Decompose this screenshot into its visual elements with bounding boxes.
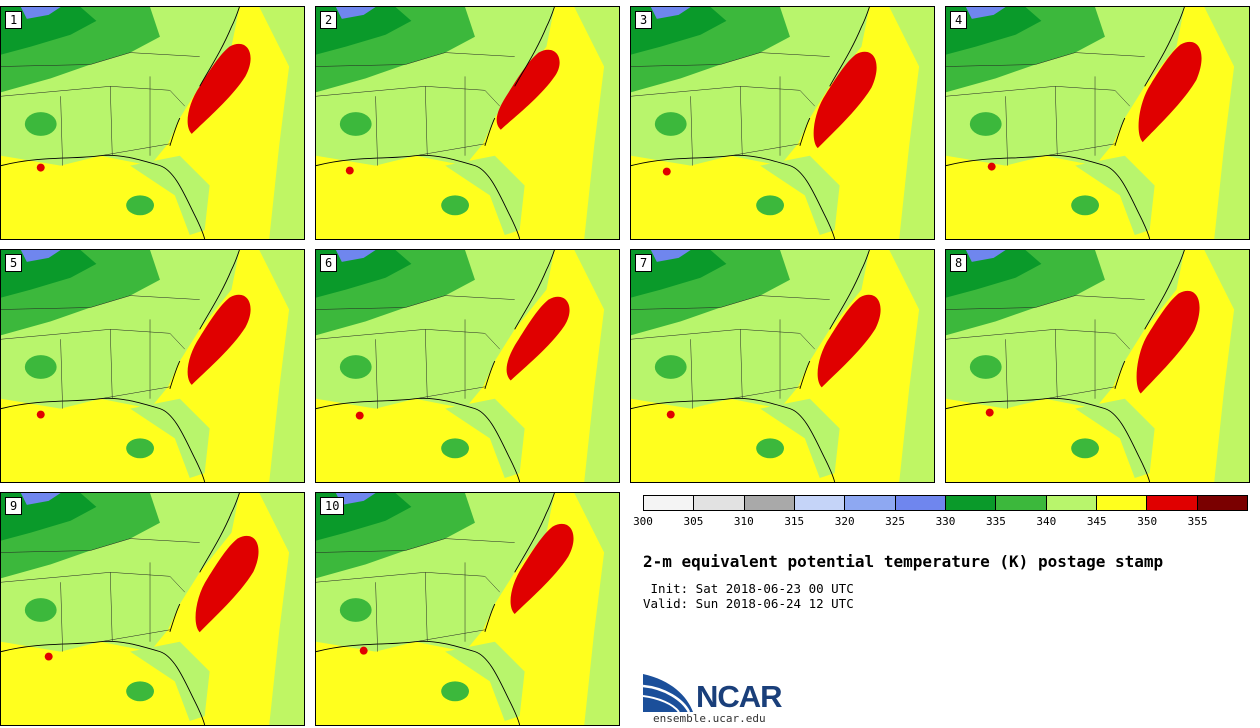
member-number: 8 [950, 254, 968, 272]
member-number: 9 [5, 497, 23, 515]
colorbar-bin-9 [1096, 496, 1148, 510]
colorbar-tick-label: 315 [784, 515, 805, 528]
member-panel-1: 1 [0, 6, 305, 240]
member-panel-9: 9 [0, 492, 305, 726]
colorbar-bin-6 [945, 496, 997, 510]
colorbar-tick-label: 300 [633, 515, 653, 528]
map-9 [1, 493, 304, 725]
colorbar-bin-4 [845, 496, 896, 510]
member-number: 4 [950, 11, 968, 29]
member-panel-4: 4 [945, 6, 1250, 240]
member-number: 7 [635, 254, 653, 272]
member-number: 1 [5, 11, 23, 29]
map-6 [316, 250, 619, 482]
map-1 [1, 7, 304, 239]
colorbar-tick-label: 350 [1137, 515, 1158, 528]
ncar-logo-text: NCAR [696, 679, 783, 714]
colorbar-tick-label: 355 [1187, 515, 1208, 528]
map-2 [316, 7, 619, 239]
map-5 [1, 250, 304, 482]
map-4 [946, 7, 1249, 239]
colorbar-tick-label: 330 [935, 515, 956, 528]
member-panel-5: 5 [0, 249, 305, 483]
colorbar-tick-label: 335 [985, 515, 1006, 528]
init-time: Init: Sat 2018-06-23 00 UTC [643, 581, 854, 596]
member-number: 6 [320, 254, 338, 272]
colorbar-bin-1 [694, 496, 745, 510]
map-3 [631, 7, 934, 239]
ncar-logo-icon [643, 674, 693, 713]
colorbar [643, 495, 1248, 511]
product-title: 2-m equivalent potential temperature (K)… [643, 552, 1164, 571]
colorbar-bin-3 [794, 496, 846, 510]
colorbar-tick-label: 340 [1036, 515, 1057, 528]
member-number: 5 [5, 254, 23, 272]
colorbar-tick-label: 320 [834, 515, 855, 528]
colorbar-bin-8 [1046, 496, 1097, 510]
colorbar-bin-0 [644, 496, 695, 510]
map-10 [316, 493, 619, 725]
colorbar-bin-11 [1197, 496, 1247, 510]
map-8 [946, 250, 1249, 482]
colorbar-tick-label: 345 [1086, 515, 1107, 528]
member-panel-2: 2 [315, 6, 620, 240]
colorbar-bin-7 [996, 496, 1047, 510]
member-number: 10 [320, 497, 345, 515]
member-number: 2 [320, 11, 338, 29]
member-panel-3: 3 [630, 6, 935, 240]
colorbar-bin-2 [744, 496, 795, 510]
member-panel-10: 10 [315, 492, 620, 726]
member-panel-6: 6 [315, 249, 620, 483]
valid-time: Valid: Sun 2018-06-24 12 UTC [643, 596, 854, 611]
member-number: 3 [635, 11, 653, 29]
logo-url: ensemble.ucar.edu [653, 712, 766, 725]
colorbar-tick-label: 310 [733, 515, 754, 528]
colorbar-bin-5 [895, 496, 946, 510]
member-panel-8: 8 [945, 249, 1250, 483]
map-7 [631, 250, 934, 482]
colorbar-tick-label: 325 [885, 515, 906, 528]
member-panel-7: 7 [630, 249, 935, 483]
colorbar-bin-10 [1147, 496, 1198, 510]
colorbar-tick-label: 305 [683, 515, 704, 528]
